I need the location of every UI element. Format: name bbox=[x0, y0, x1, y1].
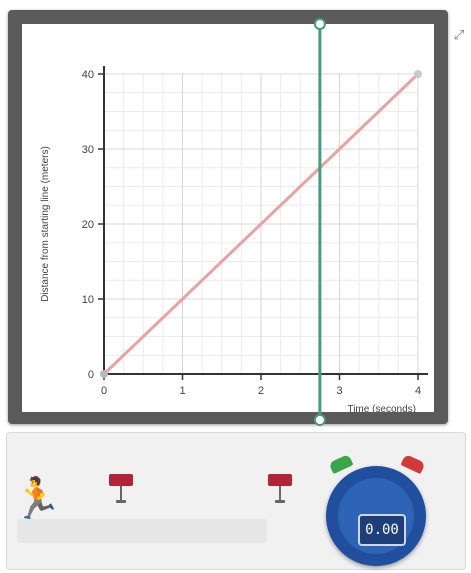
stopwatch-face: 0.00 bbox=[338, 478, 414, 554]
running-track bbox=[17, 519, 267, 543]
flag-icon bbox=[109, 474, 133, 486]
x-axis-label: Time (seconds) bbox=[347, 404, 416, 412]
y-tick-label: 40 bbox=[82, 69, 94, 81]
y-tick-label: 30 bbox=[82, 144, 94, 156]
runner-icon[interactable]: 🏃 bbox=[12, 477, 62, 521]
x-tick-label: 4 bbox=[415, 385, 421, 397]
start-flag-marker[interactable] bbox=[109, 474, 133, 514]
x-tick-label: 2 bbox=[258, 385, 264, 397]
expand-icon[interactable]: ⤢ bbox=[453, 27, 465, 42]
y-tick-label: 10 bbox=[82, 294, 94, 306]
graph-panel: 0 1 2 3 4 10 20 30 40 0 Distance from starting lin… bbox=[8, 10, 448, 424]
distance-time-chart: 0 1 2 3 4 10 20 30 40 0 Distance from starting lin… bbox=[40, 66, 428, 412]
series-end-point bbox=[414, 70, 422, 78]
series-start-point bbox=[100, 370, 108, 378]
flag-icon bbox=[268, 474, 292, 486]
end-flag-marker[interactable] bbox=[268, 474, 292, 514]
x-tick-label: 1 bbox=[179, 385, 185, 397]
stopwatch: 0.00 bbox=[326, 453, 430, 566]
y-axis-label: Distance from starting line (meters) bbox=[40, 146, 51, 302]
stopwatch-readout: 0.00 bbox=[358, 514, 406, 546]
x-tick-label: 3 bbox=[336, 385, 342, 397]
y-tick-label: 20 bbox=[82, 219, 94, 231]
plot-area: 0 1 2 3 4 10 20 30 40 0 Distance from starting lin… bbox=[22, 24, 434, 412]
series-line bbox=[102, 72, 420, 376]
origin-label: 0 bbox=[88, 369, 94, 381]
x-tick-label: 0 bbox=[101, 385, 107, 397]
